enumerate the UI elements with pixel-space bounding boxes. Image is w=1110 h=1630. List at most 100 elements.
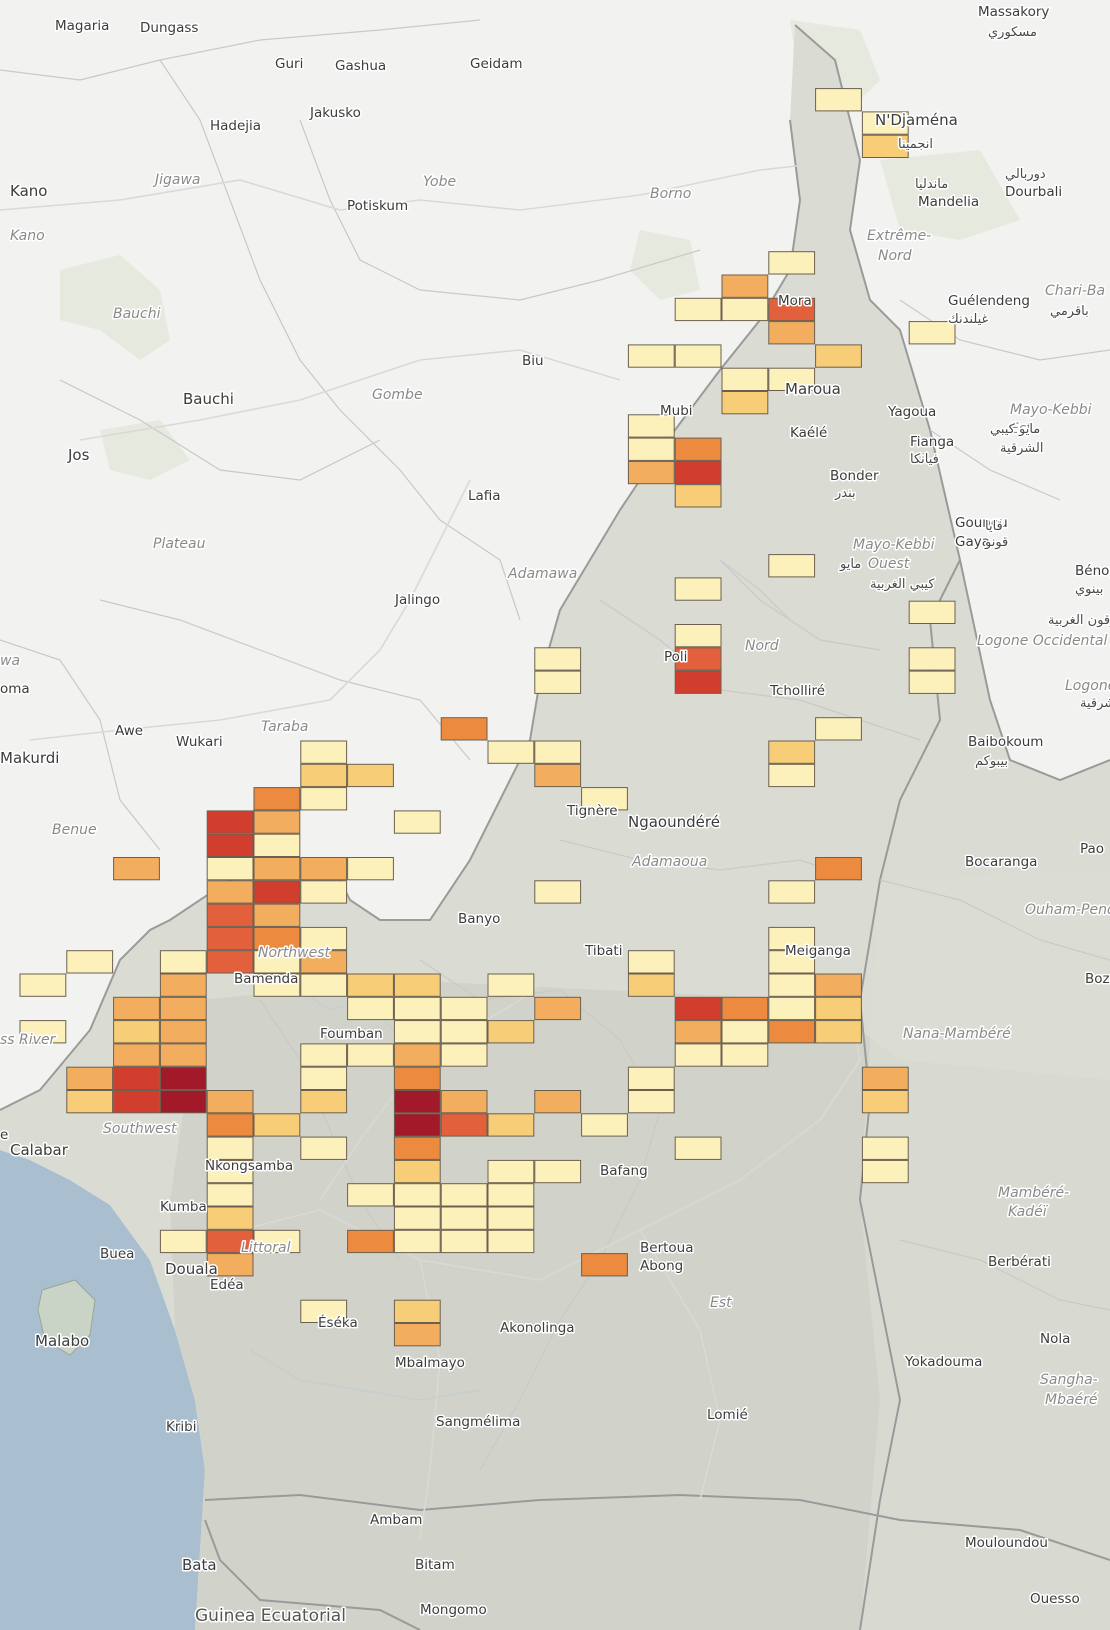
heat-cell[interactable] <box>159 1090 207 1114</box>
heat-cell[interactable] <box>768 251 816 275</box>
heat-cell[interactable] <box>393 973 441 997</box>
heat-cell[interactable] <box>113 1020 160 1044</box>
heat-cell[interactable] <box>440 1229 488 1254</box>
heat-cell[interactable] <box>300 926 348 951</box>
heat-cell[interactable] <box>300 787 348 811</box>
heat-cell[interactable] <box>534 763 582 788</box>
heat-cell[interactable] <box>393 1020 441 1044</box>
heat-cell[interactable] <box>627 460 675 485</box>
heat-cell[interactable] <box>534 740 582 764</box>
heat-cell[interactable] <box>861 111 909 135</box>
heat-cell[interactable] <box>908 670 956 694</box>
heat-cell[interactable] <box>206 1253 254 1277</box>
heat-cell[interactable] <box>674 577 722 601</box>
heat-cell[interactable] <box>253 810 301 834</box>
heat-cell[interactable] <box>768 926 816 951</box>
heat-cell[interactable] <box>113 996 160 1021</box>
heat-cell[interactable] <box>253 787 301 811</box>
heat-cell[interactable] <box>815 717 862 741</box>
heat-cell[interactable] <box>534 996 582 1021</box>
heat-cell[interactable] <box>768 996 816 1021</box>
heat-cell[interactable] <box>347 1229 394 1254</box>
heat-cell[interactable] <box>19 973 67 997</box>
heat-cell[interactable] <box>908 321 956 345</box>
heat-cell[interactable] <box>393 1136 441 1160</box>
heat-cell[interactable] <box>253 1229 301 1254</box>
heat-cell[interactable] <box>627 950 675 974</box>
heat-cell[interactable] <box>206 1206 254 1230</box>
heat-cell[interactable] <box>347 1043 394 1067</box>
heat-cell[interactable] <box>253 903 301 927</box>
heat-cell[interactable] <box>861 1136 909 1160</box>
heat-cell[interactable] <box>721 297 769 322</box>
heat-cell[interactable] <box>253 950 301 974</box>
heat-cell[interactable] <box>300 1043 348 1067</box>
heat-cell[interactable] <box>393 1299 441 1323</box>
heat-cell[interactable] <box>300 1090 348 1114</box>
heat-cell[interactable] <box>440 1183 488 1207</box>
heat-cell[interactable] <box>721 391 769 415</box>
heat-cell[interactable] <box>206 950 254 974</box>
heat-cell[interactable] <box>487 1183 535 1207</box>
heat-cell[interactable] <box>300 763 348 788</box>
heat-cell[interactable] <box>487 1206 535 1230</box>
heat-cell[interactable] <box>861 1066 909 1090</box>
heat-cell[interactable] <box>393 1043 441 1067</box>
heat-cell[interactable] <box>627 344 675 368</box>
heat-cell[interactable] <box>581 1113 628 1137</box>
heat-cell[interactable] <box>253 880 301 904</box>
heat-cell[interactable] <box>815 1020 862 1044</box>
heat-cell[interactable] <box>159 1020 207 1044</box>
heat-cell[interactable] <box>534 1090 582 1114</box>
heat-cell[interactable] <box>861 1090 909 1114</box>
heat-cell[interactable] <box>113 1090 160 1114</box>
heat-cell[interactable] <box>206 857 254 881</box>
heat-cell[interactable] <box>300 740 348 764</box>
heat-cell[interactable] <box>300 1066 348 1090</box>
heat-cell[interactable] <box>487 1159 535 1184</box>
heat-cell[interactable] <box>768 740 816 764</box>
heat-cell[interactable] <box>768 1020 816 1044</box>
heat-cell[interactable] <box>206 1229 254 1254</box>
heat-cell[interactable] <box>908 600 956 625</box>
heat-cell[interactable] <box>627 1066 675 1090</box>
heat-cell[interactable] <box>768 321 816 345</box>
heat-cell[interactable] <box>393 1323 441 1347</box>
heat-cell[interactable] <box>581 1253 628 1277</box>
heat-cell[interactable] <box>206 1136 254 1160</box>
heat-cell[interactable] <box>206 1090 254 1114</box>
heat-cell[interactable] <box>861 1159 909 1184</box>
heat-cell[interactable] <box>534 880 582 904</box>
heat-cell[interactable] <box>206 903 254 927</box>
heat-cell[interactable] <box>253 926 301 951</box>
heat-cell[interactable] <box>159 1066 207 1090</box>
heat-cell[interactable] <box>347 996 394 1021</box>
heat-cell[interactable] <box>347 857 394 881</box>
heat-cell[interactable] <box>66 1066 114 1090</box>
heat-cell[interactable] <box>159 973 207 997</box>
heat-cell[interactable] <box>113 857 160 881</box>
heat-cell[interactable] <box>253 833 301 858</box>
heat-cell[interactable] <box>674 647 722 671</box>
heat-cell[interactable] <box>815 344 862 368</box>
heat-cell[interactable] <box>347 973 394 997</box>
heat-cell[interactable] <box>253 857 301 881</box>
heat-cell[interactable] <box>861 134 909 158</box>
heat-cell[interactable] <box>815 973 862 997</box>
heat-cell[interactable] <box>627 437 675 461</box>
heat-cell[interactable] <box>206 1113 254 1137</box>
heat-cell[interactable] <box>908 647 956 671</box>
heat-cell[interactable] <box>534 670 582 694</box>
heat-cell[interactable] <box>159 1043 207 1067</box>
heat-cell[interactable] <box>393 996 441 1021</box>
heat-cell[interactable] <box>674 460 722 485</box>
heat-cell[interactable] <box>768 554 816 578</box>
heat-cell[interactable] <box>347 1183 394 1207</box>
heat-cell[interactable] <box>440 1206 488 1230</box>
heat-cell[interactable] <box>581 787 628 811</box>
heat-cell[interactable] <box>206 880 254 904</box>
heat-cell[interactable] <box>66 950 114 974</box>
heat-cell[interactable] <box>487 1229 535 1254</box>
heat-cell[interactable] <box>393 1090 441 1114</box>
